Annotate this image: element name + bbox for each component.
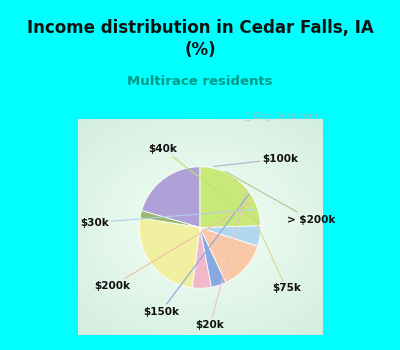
Wedge shape — [200, 228, 226, 287]
Text: $20k: $20k — [196, 191, 247, 330]
Text: Income distribution in Cedar Falls, IA
(%): Income distribution in Cedar Falls, IA (… — [27, 19, 373, 59]
Text: Multirace residents: Multirace residents — [127, 75, 273, 89]
Text: ⓘ City-Data.com: ⓘ City-Data.com — [245, 112, 318, 121]
Wedge shape — [200, 167, 261, 228]
Text: $200k: $200k — [94, 201, 253, 291]
Wedge shape — [200, 226, 261, 246]
Text: $150k: $150k — [143, 194, 249, 317]
Wedge shape — [142, 167, 200, 228]
Text: > $200k: > $200k — [225, 172, 335, 225]
Wedge shape — [192, 228, 211, 288]
Wedge shape — [140, 211, 200, 228]
Text: $30k: $30k — [80, 209, 256, 228]
Text: $75k: $75k — [237, 180, 301, 293]
Text: $100k: $100k — [214, 154, 298, 167]
Text: $40k: $40k — [148, 144, 260, 223]
Wedge shape — [139, 218, 200, 288]
Wedge shape — [200, 228, 258, 282]
